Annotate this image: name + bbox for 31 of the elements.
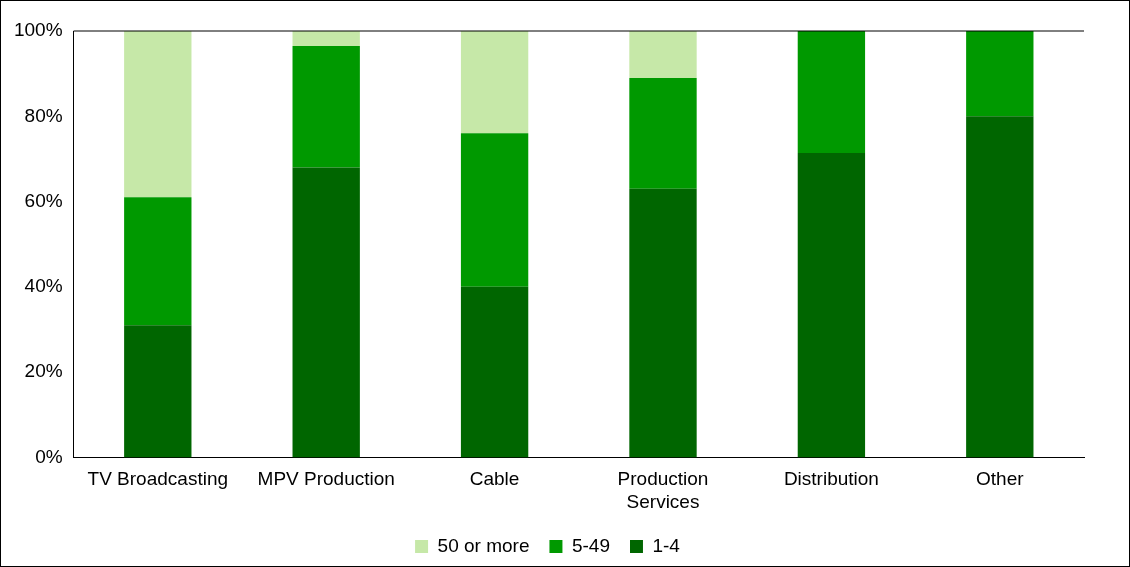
legend-label: 5-49 <box>571 534 610 556</box>
bar <box>460 286 529 458</box>
x-tick-label: TV Broadcasting <box>87 468 229 490</box>
bar <box>629 188 697 458</box>
bar <box>966 116 1034 458</box>
x-tick-label: Cable <box>469 468 520 490</box>
x-tick-label: MPV Production <box>257 468 395 490</box>
y-tick-label: 60% <box>24 189 63 211</box>
x-tick-label: Production Services <box>617 468 709 512</box>
legend-label: 50 or more <box>437 534 530 556</box>
x-tick-label: Other <box>976 468 1025 490</box>
bar <box>124 325 192 458</box>
bar <box>124 197 192 326</box>
bar <box>966 31 1034 117</box>
y-tick-label: 80% <box>24 104 63 126</box>
bar <box>797 152 866 458</box>
bar <box>292 167 360 458</box>
bar <box>124 31 192 198</box>
bar <box>292 31 360 46</box>
bar <box>292 45 360 168</box>
y-tick-label: 100% <box>13 19 63 41</box>
bar <box>629 77 697 189</box>
y-tick-label: 40% <box>24 275 63 297</box>
bar <box>797 31 866 153</box>
x-tick-label: Distribution <box>783 468 879 490</box>
y-tick-label: 20% <box>24 360 63 382</box>
bar <box>629 31 697 78</box>
bar <box>460 133 529 287</box>
y-tick-label: 0% <box>35 445 63 467</box>
bar <box>460 31 529 134</box>
legend-label: 1-4 <box>652 534 681 556</box>
